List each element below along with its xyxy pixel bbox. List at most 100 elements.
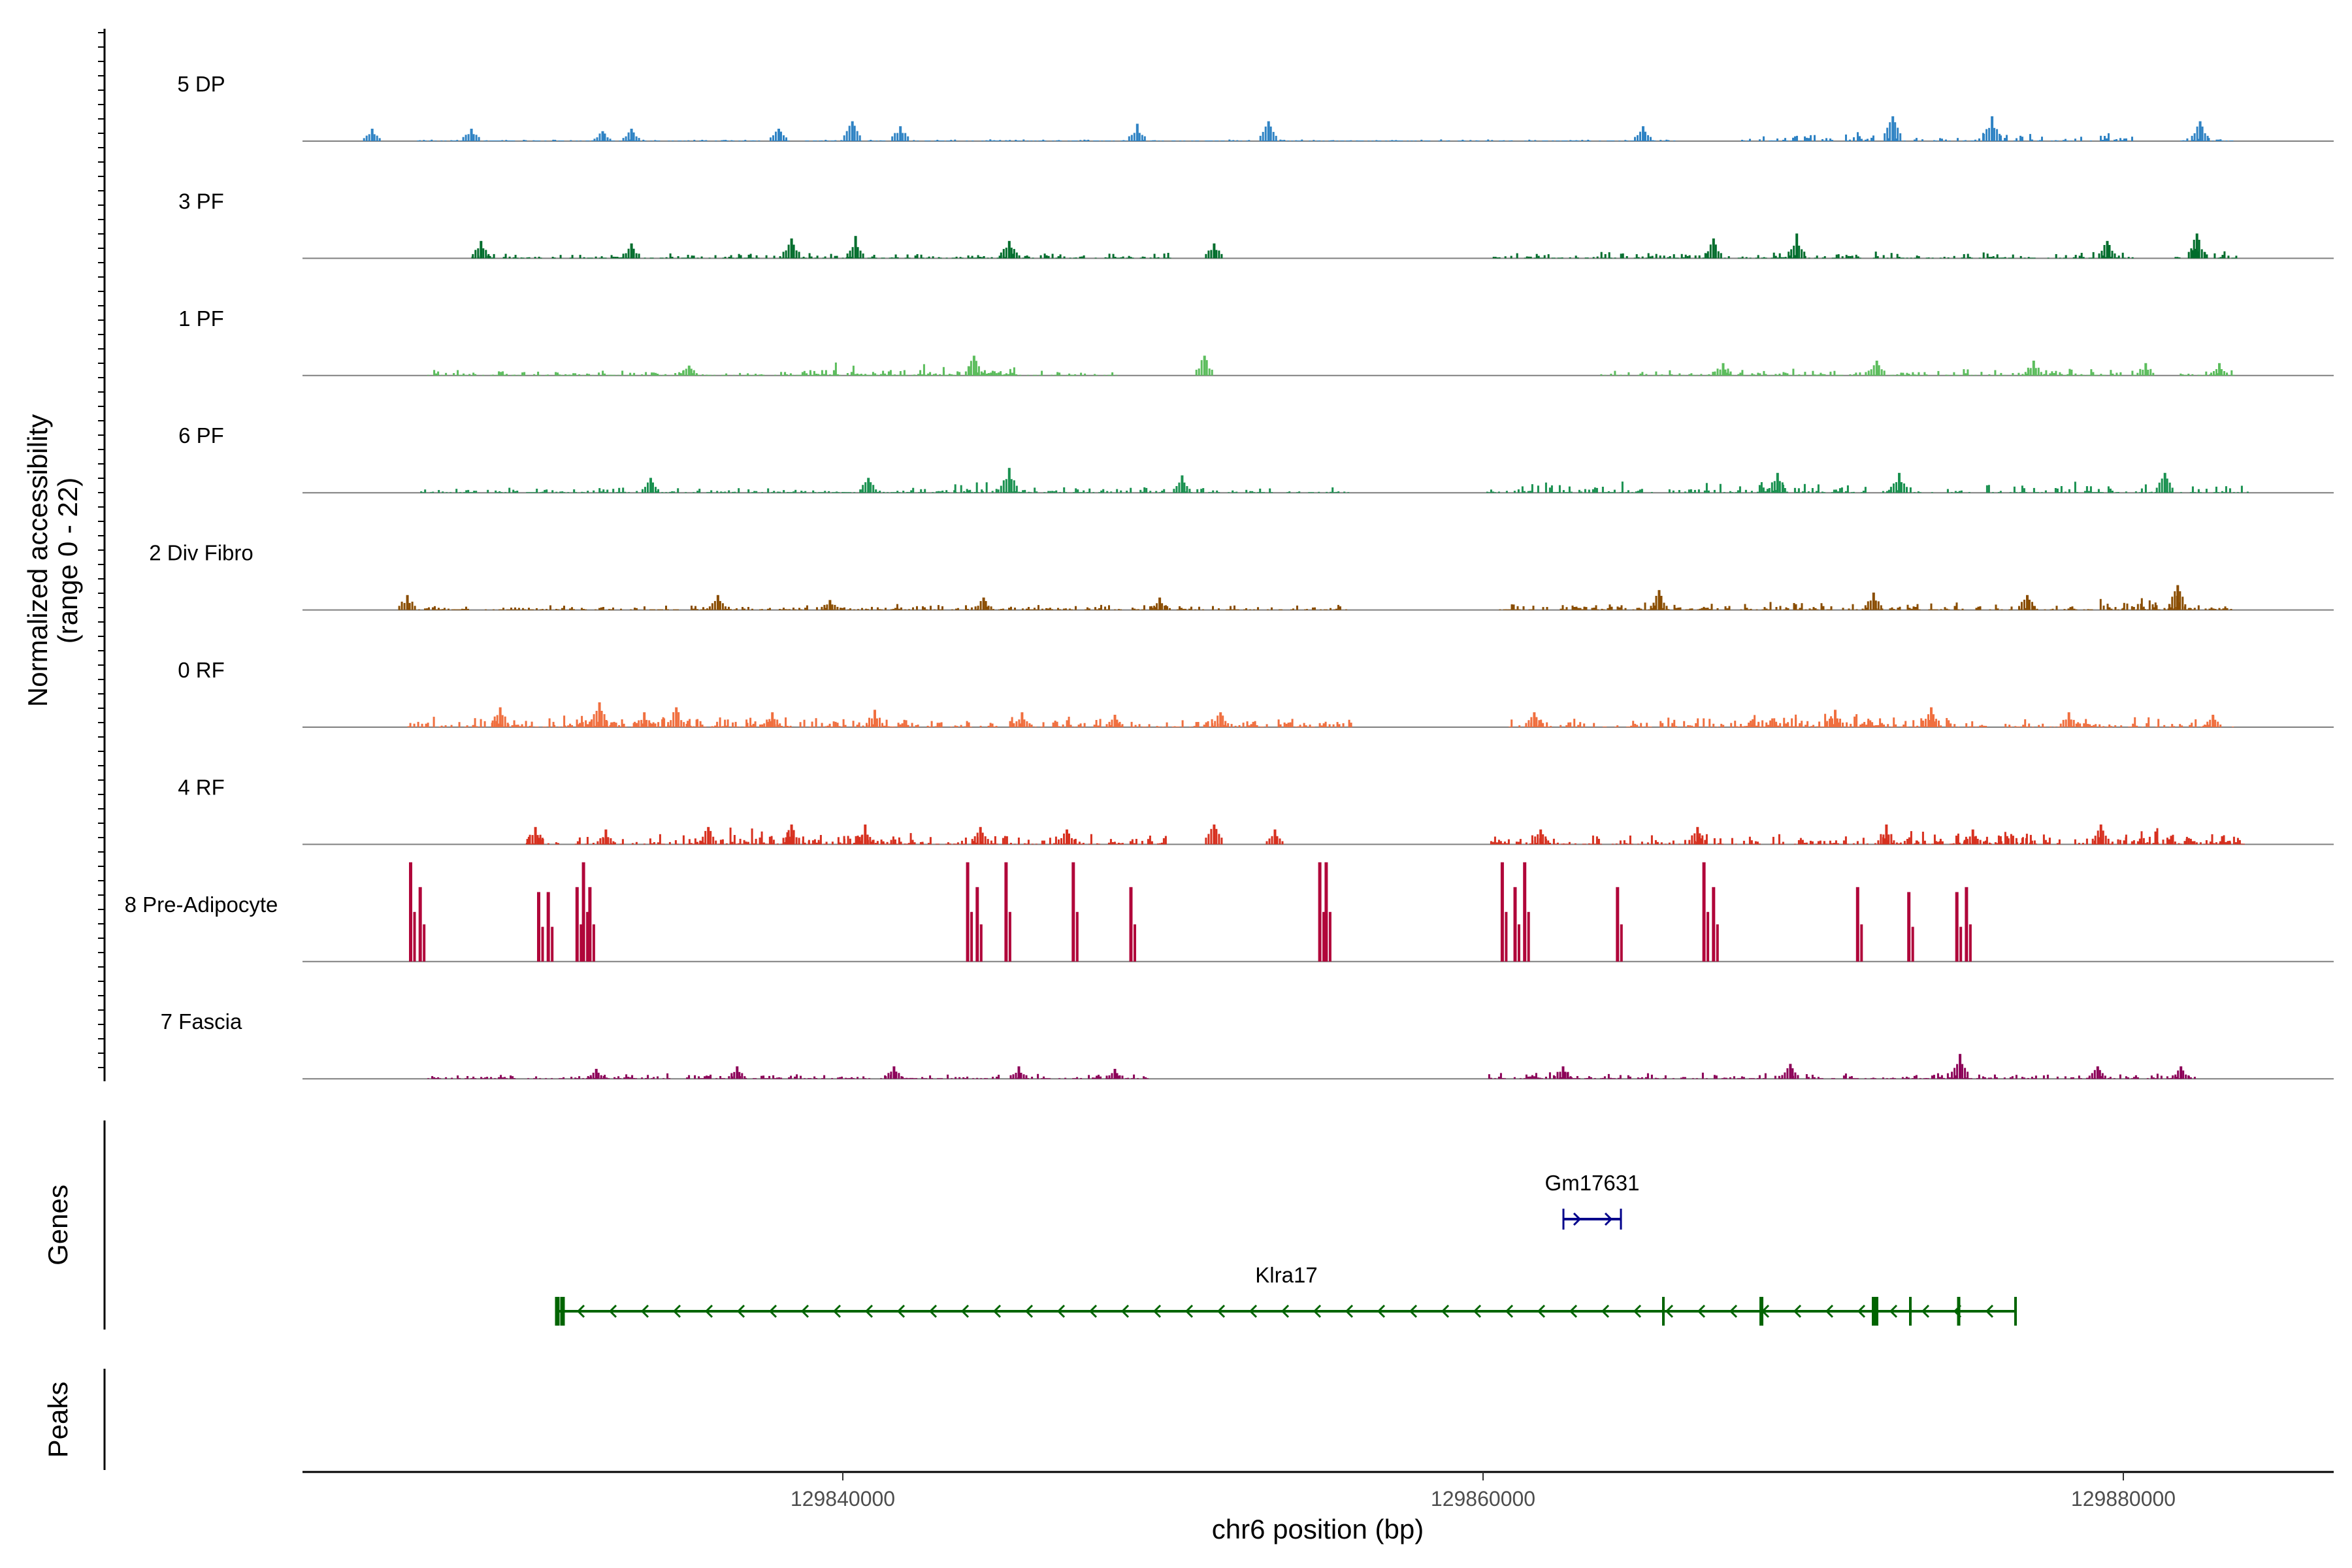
coverage-bar xyxy=(1336,140,1339,141)
coverage-bar xyxy=(618,725,621,727)
coverage-bar xyxy=(1210,492,1213,493)
coverage-bar xyxy=(589,257,591,259)
coverage-bar xyxy=(892,374,894,376)
coverage-bar xyxy=(1340,140,1343,141)
coverage-bar xyxy=(526,492,529,493)
coverage-bar xyxy=(1338,724,1341,727)
coverage-peak xyxy=(2218,363,2221,376)
coverage-peak xyxy=(370,129,374,141)
coverage-bar xyxy=(1646,1073,1649,1079)
strand-arrow xyxy=(1313,1304,1322,1318)
coverage-bar xyxy=(2024,372,2027,376)
coverage-bar xyxy=(1512,604,1515,610)
strand-arrow xyxy=(1953,1304,1962,1318)
coverage-bar xyxy=(1085,140,1088,141)
coverage-bar xyxy=(1811,1075,1814,1079)
coverage-bar xyxy=(1510,255,1512,259)
coverage-bar xyxy=(851,1077,853,1079)
coverage-bar xyxy=(879,609,881,610)
coverage-bar xyxy=(1869,600,1872,610)
coverage-bar xyxy=(1938,1077,1941,1079)
coverage-bar xyxy=(1782,372,1785,376)
coverage-bar xyxy=(1874,843,1876,845)
coverage-bar xyxy=(1946,1073,1949,1079)
coverage-bar xyxy=(2107,1077,2110,1079)
coverage-bar xyxy=(1414,140,1417,141)
coverage-bar xyxy=(921,1077,924,1079)
coverage-bar xyxy=(789,492,791,493)
coverage-bar xyxy=(813,1076,816,1079)
coverage-bar xyxy=(1499,140,1501,141)
coverage-bar xyxy=(1941,139,1943,141)
coverage-bar xyxy=(923,364,925,376)
coverage-bar xyxy=(772,840,775,845)
coverage-bar xyxy=(567,725,570,727)
coverage-bar xyxy=(1077,489,1079,493)
coverage-bar xyxy=(1639,131,1641,141)
coverage-bar xyxy=(1305,725,1307,727)
coverage-bar xyxy=(376,135,378,141)
coverage-bar xyxy=(830,140,833,141)
coverage-bar xyxy=(636,140,639,141)
coverage-bar xyxy=(546,609,547,610)
coverage-bar xyxy=(766,843,769,845)
coverage-bar xyxy=(1637,374,1640,376)
coverage-bar xyxy=(1215,140,1217,141)
coverage-bar xyxy=(2203,843,2206,845)
coverage-bar xyxy=(863,492,866,493)
coverage-peak xyxy=(1539,829,1543,845)
coverage-bar xyxy=(945,843,947,845)
coverage-bar xyxy=(870,140,872,141)
coverage-bar xyxy=(1812,725,1815,727)
coverage-peak xyxy=(1971,829,1974,845)
coverage-bar xyxy=(2068,368,2071,376)
coverage-bar xyxy=(1948,1077,1951,1079)
coverage-bar xyxy=(1913,1075,1916,1079)
coverage-bar xyxy=(772,1075,775,1079)
coverage-bar xyxy=(1117,842,1120,845)
coverage-bar xyxy=(1446,140,1448,141)
coverage-bar xyxy=(695,373,698,376)
coverage-bar xyxy=(910,490,913,493)
coverage-bar xyxy=(551,490,554,493)
coverage-peak xyxy=(1702,862,1706,962)
coverage-bar xyxy=(2040,372,2042,376)
coverage-bar xyxy=(754,140,757,141)
coverage-bar xyxy=(1542,607,1544,610)
coverage-bar xyxy=(2064,1076,2066,1079)
coverage-bar xyxy=(621,719,623,727)
coverage-bar xyxy=(1792,137,1794,141)
coverage-bar xyxy=(679,373,682,376)
coverage-bar xyxy=(817,374,820,376)
coverage-bar xyxy=(2166,1076,2168,1079)
coverage-bar xyxy=(1965,836,1967,845)
coverage-bar xyxy=(485,250,487,259)
coverage-bar xyxy=(1872,257,1875,259)
coverage-bar xyxy=(632,248,635,259)
coverage-bar xyxy=(1671,374,1673,376)
coverage-bar xyxy=(1647,253,1650,259)
coverage-bar xyxy=(2087,724,2089,727)
coverage-bar xyxy=(1596,256,1599,259)
coverage-bar xyxy=(1133,1074,1135,1079)
coverage-bar xyxy=(696,609,698,610)
coverage-bar xyxy=(1559,1071,1561,1079)
coverage-bar xyxy=(1161,491,1164,493)
coverage-bar xyxy=(2168,482,2171,493)
coverage-bar xyxy=(463,609,465,610)
coverage-bar xyxy=(787,830,790,845)
coverage-bar xyxy=(1671,723,1674,727)
coverage-bar xyxy=(769,608,771,610)
coverage-bar xyxy=(2102,374,2104,376)
coverage-bar xyxy=(1784,1072,1786,1079)
coverage-bar xyxy=(843,492,846,493)
coverage-bar xyxy=(839,374,841,376)
coverage-bar xyxy=(1949,140,1951,141)
coverage-bar xyxy=(819,374,821,376)
coverage-bar xyxy=(427,1078,430,1079)
coverage-bar xyxy=(1963,254,1965,259)
coverage-bar xyxy=(1875,725,1878,727)
coverage-bar xyxy=(1705,1078,1708,1079)
coverage-bar xyxy=(699,840,702,845)
coverage-bar xyxy=(442,491,444,493)
